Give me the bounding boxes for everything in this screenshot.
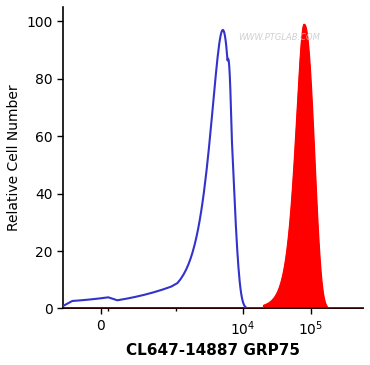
Text: WWW.PTGLAB.COM: WWW.PTGLAB.COM xyxy=(238,32,320,42)
X-axis label: CL647-14887 GRP75: CL647-14887 GRP75 xyxy=(126,343,300,358)
Y-axis label: Relative Cell Number: Relative Cell Number xyxy=(7,84,21,231)
